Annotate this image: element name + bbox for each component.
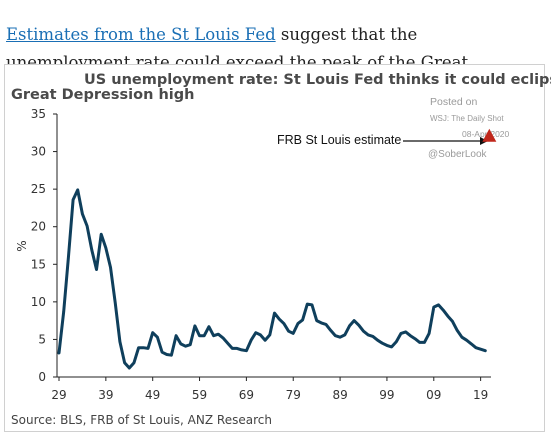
chart-title-line1: US unemployment rate: St Louis Fed think… [84, 72, 551, 88]
x-axis: 29 39 49 59 69 79 89 99 09 19 [51, 377, 488, 402]
chart-source: Source: BLS, FRB of St Louis, ANZ Resear… [11, 413, 272, 427]
y-tick-label: 10 [31, 295, 46, 309]
x-tick-label: 09 [426, 388, 441, 402]
y-tick-label: 35 [31, 107, 46, 121]
y-tick-label: 15 [31, 257, 46, 271]
x-tick-label: 59 [192, 388, 207, 402]
y-tick-label: 25 [31, 182, 46, 196]
y-tick-label: 20 [31, 220, 46, 234]
x-tick-label: 89 [332, 388, 347, 402]
watermark-line2: WSJ: The Daily Shot [430, 114, 504, 123]
estimate-annotation: FRB St Louis estimate [277, 133, 401, 147]
chart-title-line2: Great Depression high [11, 87, 194, 103]
y-axis-label: % [15, 240, 29, 251]
x-tick-label: 49 [145, 388, 160, 402]
st-louis-fed-link[interactable]: Estimates from the St Louis Fed [6, 24, 276, 44]
unemployment-rate-line [57, 188, 487, 370]
y-tick-label: 5 [38, 332, 46, 346]
watermark-line4: @SoberLook [428, 149, 488, 160]
x-tick-label: 29 [51, 388, 66, 402]
y-tick-label: 0 [38, 370, 46, 384]
estimate-marker [482, 128, 497, 142]
x-tick-label: 19 [473, 388, 488, 402]
watermark-line1: Posted on [430, 96, 477, 108]
x-tick-label: 69 [239, 388, 254, 402]
y-axis: 0 5 10 15 20 25 30 35 [31, 107, 57, 384]
watermark-line3: 08-Apr-2020 [462, 129, 510, 139]
x-tick-label: 99 [379, 388, 394, 402]
chart-panel [4, 64, 545, 432]
x-tick-label: 79 [286, 388, 301, 402]
x-tick-label: 39 [98, 388, 113, 402]
y-tick-label: 30 [31, 145, 46, 159]
